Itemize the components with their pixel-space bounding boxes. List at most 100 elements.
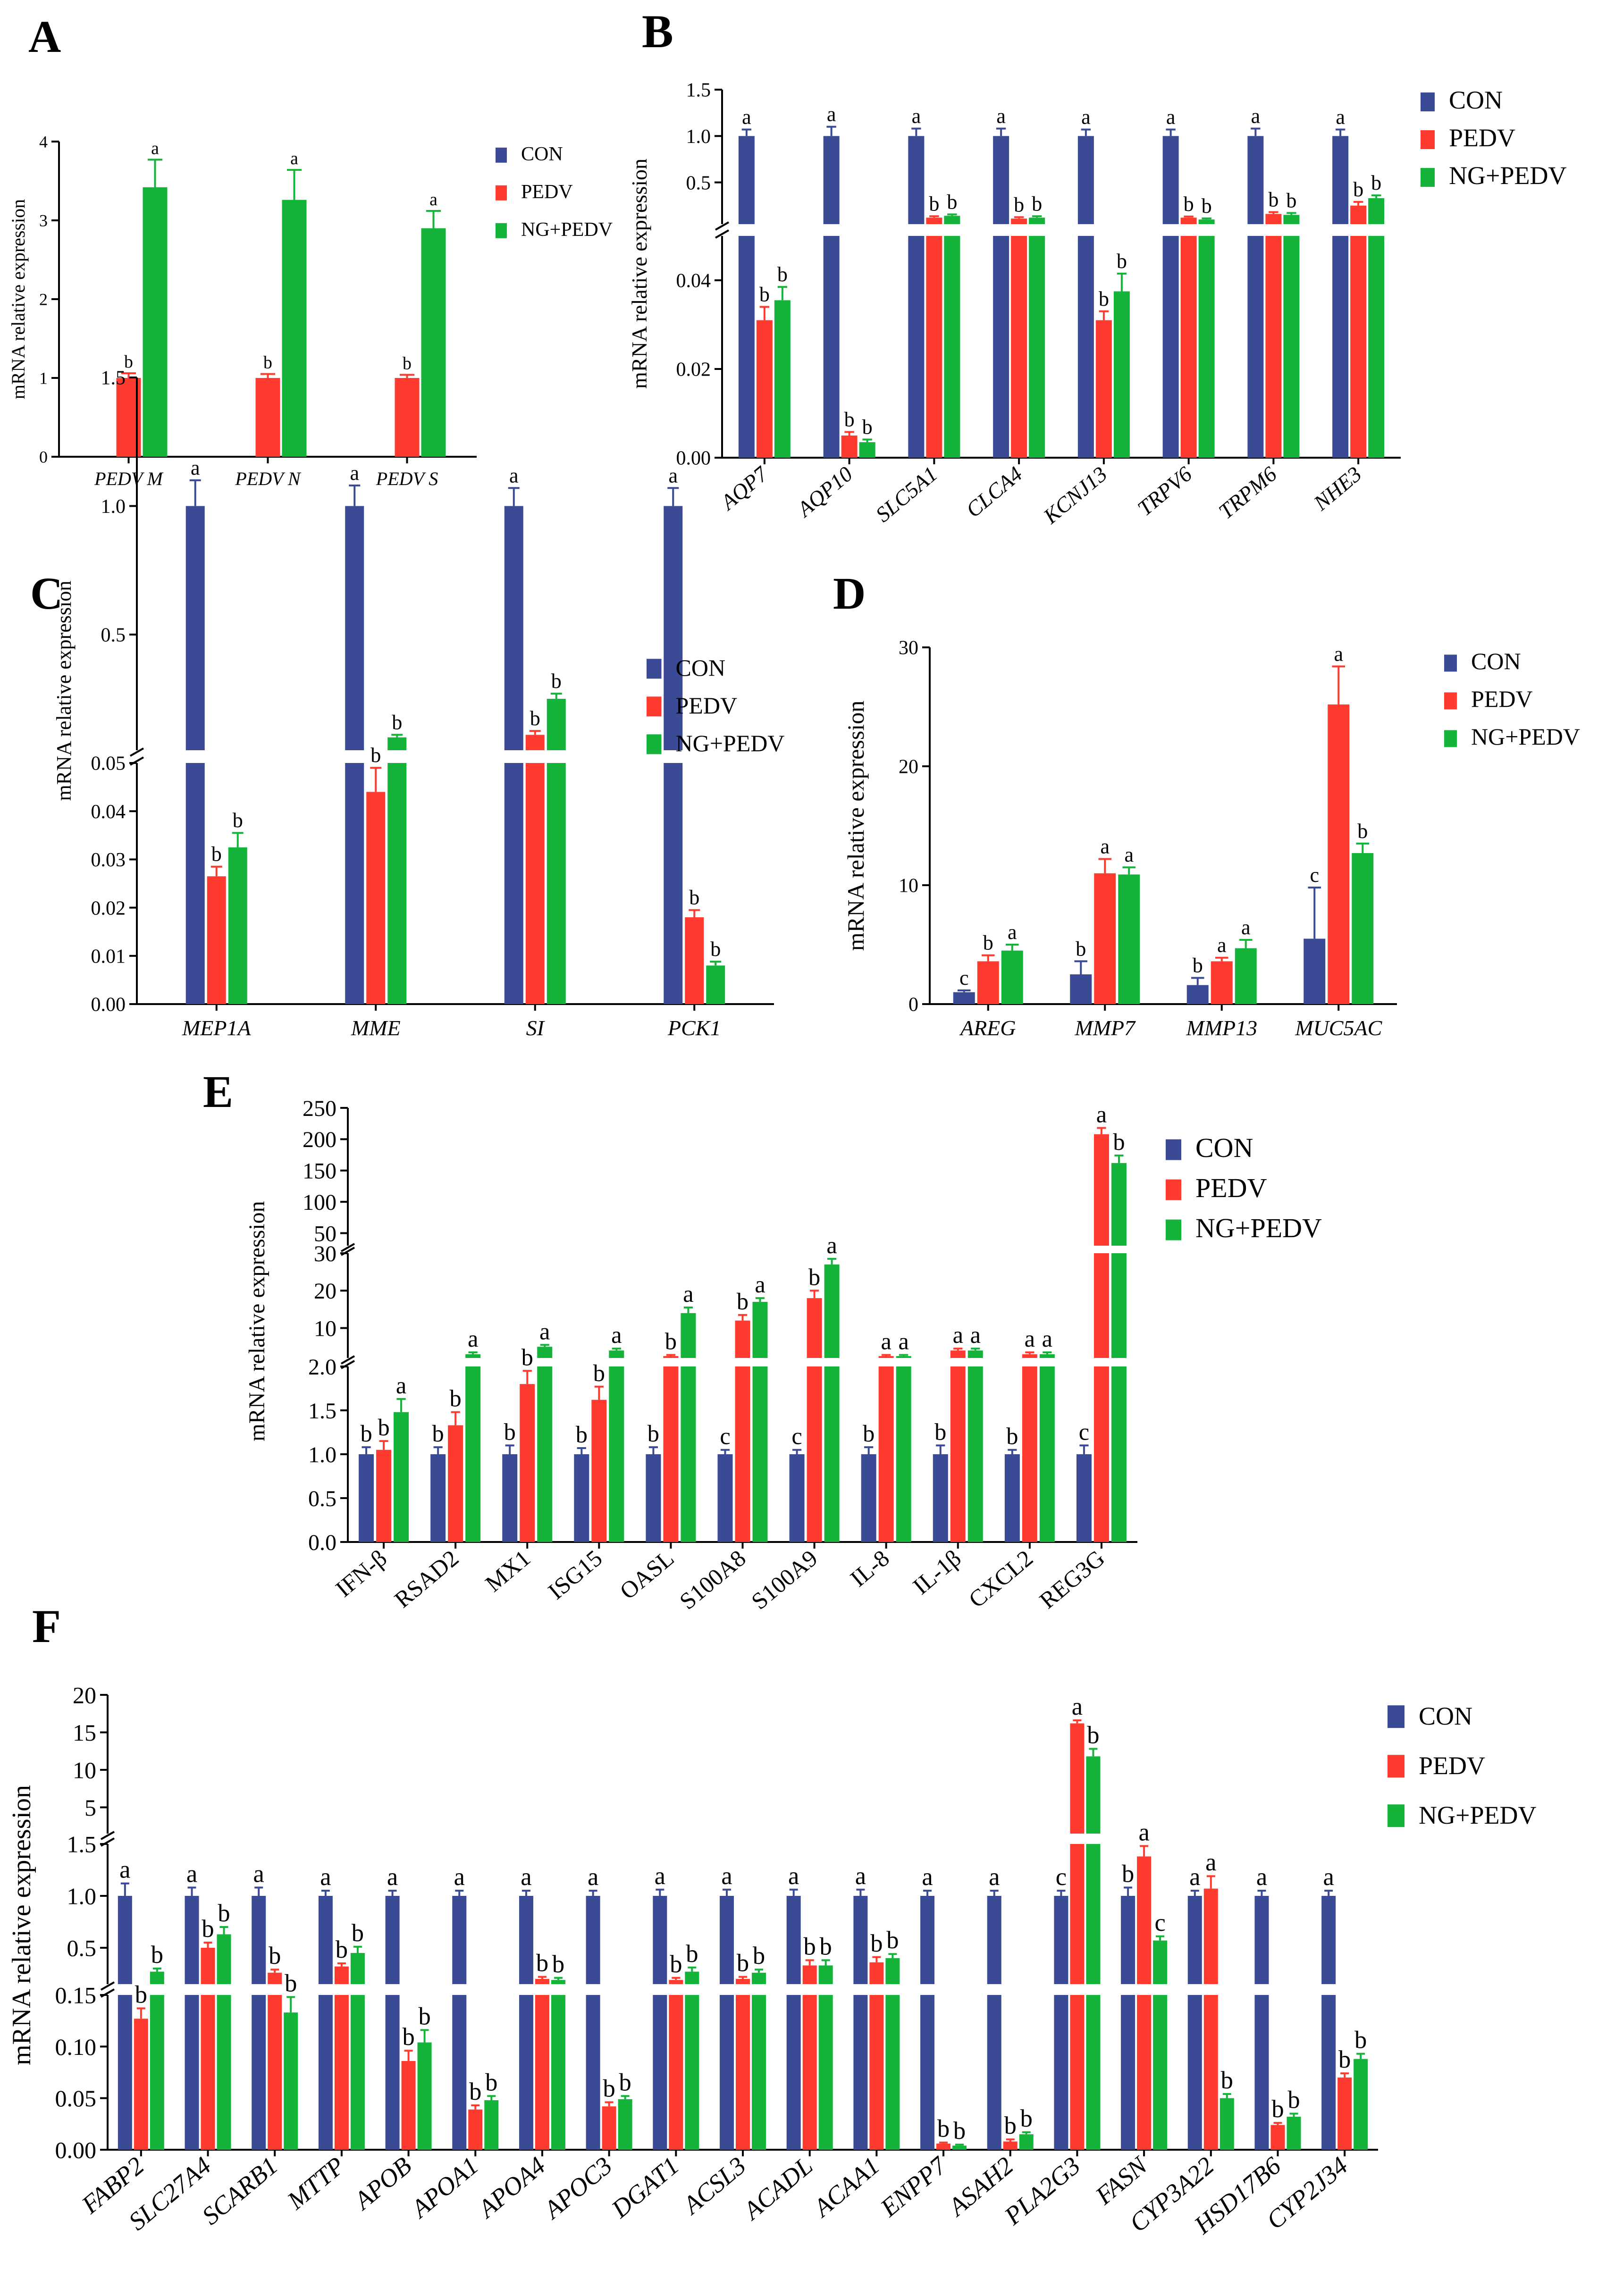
significance-letter: b <box>863 1420 875 1447</box>
axis-break-gap <box>1246 224 1265 236</box>
x-category-label: TRPV6 <box>1133 462 1196 520</box>
significance-letter: b <box>686 1940 698 1968</box>
significance-letter: b <box>862 415 873 438</box>
significance-letter: b <box>218 1900 230 1927</box>
bar-con <box>1004 1454 1020 1542</box>
significance-letter: a <box>191 456 200 479</box>
bar-con <box>1247 136 1264 458</box>
significance-letter: b <box>576 1421 588 1448</box>
significance-letter: b <box>593 1360 605 1386</box>
axis-break-gap <box>550 1984 566 1995</box>
significance-letter: b <box>1354 2027 1367 2054</box>
bar-con <box>118 1896 132 2150</box>
bar-con <box>993 136 1009 458</box>
bar-con <box>1162 136 1179 458</box>
y-tick-label: 0.0 <box>308 1530 336 1555</box>
significance-letter: b <box>1371 171 1381 194</box>
significance-letter: b <box>1076 937 1086 960</box>
bar-ng-pedv <box>967 1350 983 1542</box>
axis-break-gap <box>868 1984 885 1995</box>
bar-pedv <box>926 218 942 458</box>
y-tick-label: 30 <box>314 1241 336 1266</box>
axis-break-gap <box>267 1984 283 1995</box>
axis-break-mark <box>130 747 144 757</box>
bar-pedv <box>134 2019 148 2150</box>
bar-ng-pedv <box>818 1965 833 2150</box>
legend-swatch-ng-pedv <box>1421 168 1435 187</box>
axis-break-gap <box>1152 1984 1169 1995</box>
y-tick-label: 20 <box>899 756 918 778</box>
significance-letter: b <box>1004 2112 1017 2139</box>
significance-letter: b <box>1117 250 1127 273</box>
bar-pedv <box>1211 961 1233 1004</box>
axis-break-mark <box>715 229 729 239</box>
significance-letter: a <box>1096 1101 1107 1127</box>
bar-pedv <box>802 1965 817 2150</box>
bar-con <box>452 1896 467 2150</box>
y-tick-label: 1.5 <box>686 80 711 101</box>
bar-pedv <box>1350 205 1367 458</box>
axis-break-gap <box>734 1358 751 1366</box>
y-axis-label: mRNA relative expression <box>52 581 76 801</box>
significance-letter: b <box>710 938 721 961</box>
significance-letter: c <box>1056 1863 1067 1891</box>
axis-break-gap <box>1136 1984 1152 1995</box>
significance-letter: a <box>1323 1863 1334 1891</box>
y-tick-label: 0.05 <box>91 753 126 775</box>
bar-con <box>1186 985 1209 1004</box>
significance-letter: b <box>551 670 562 693</box>
axis-break-gap <box>1077 224 1095 236</box>
x-category-label: ISG15 <box>543 1545 607 1605</box>
bar-pedv <box>395 378 420 457</box>
significance-letter: b <box>1221 2067 1233 2094</box>
axis-break-gap <box>817 1984 834 1995</box>
bar-pedv <box>735 1320 750 1542</box>
y-axis-label: mRNA relative expression <box>8 199 29 399</box>
legend-swatch-ng-pedv <box>647 734 662 754</box>
significance-letter: a <box>1241 916 1251 939</box>
significance-letter: a <box>1100 835 1110 858</box>
y-tick-label: 1.0 <box>686 126 711 148</box>
significance-letter: b <box>737 1950 749 1977</box>
bar-con <box>359 1454 374 1542</box>
bar-con <box>646 1454 661 1542</box>
bar-pedv <box>525 735 545 1004</box>
y-axis-label: mRNA relative expression <box>7 1785 36 2065</box>
y-tick-label: 200 <box>303 1127 336 1152</box>
significance-letter: a <box>1189 1863 1200 1891</box>
bar-ng-pedv <box>896 1356 911 1542</box>
bar-pedv <box>334 1966 349 2150</box>
significance-letter: b <box>1202 194 1212 218</box>
legend-label: CON <box>1195 1132 1253 1163</box>
significance-letter: b <box>1099 287 1109 310</box>
axis-break-gap <box>464 1358 482 1366</box>
bar-pedv <box>807 1298 822 1542</box>
significance-letter: b <box>886 1927 899 1954</box>
significance-letter: a <box>1205 1849 1216 1876</box>
significance-letter: b <box>870 1930 883 1957</box>
significance-letter: b <box>648 1420 659 1447</box>
significance-letter: a <box>1124 843 1134 866</box>
axis-break-gap <box>387 750 408 763</box>
bar-ng-pedv <box>618 2099 632 2150</box>
axis-break-gap <box>877 1358 895 1366</box>
y-tick-label: 250 <box>303 1096 336 1121</box>
x-category-label: PEDV M <box>94 468 164 489</box>
legend-label: PEDV <box>1195 1173 1267 1203</box>
y-tick-label: 20 <box>73 1682 96 1709</box>
bar-ng-pedv <box>551 1980 565 2150</box>
axis-break-gap <box>608 1358 625 1366</box>
bar-ng-pedv <box>1086 1756 1101 2150</box>
y-tick-label: 50 <box>314 1221 336 1246</box>
bar-pedv <box>936 2143 951 2150</box>
x-category-label: OASL <box>614 1545 679 1605</box>
axis-break-gap <box>1028 224 1046 236</box>
bar-pedv <box>602 2106 616 2150</box>
y-tick-label: 0.02 <box>676 359 711 381</box>
significance-letter: a <box>1081 106 1091 129</box>
y-tick-label: 15 <box>73 1719 96 1746</box>
axis-break-gap <box>986 1984 1002 1995</box>
significance-letter: a <box>151 138 159 158</box>
x-category-label: ACSL3 <box>677 2151 751 2220</box>
